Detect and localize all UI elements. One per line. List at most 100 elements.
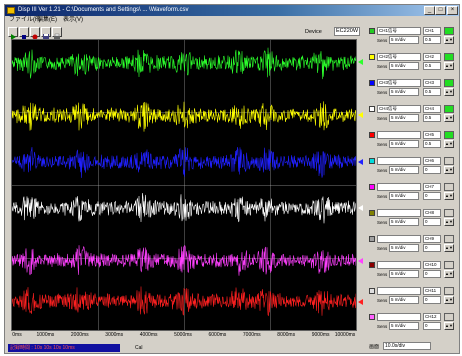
cal-status: Cal (135, 345, 143, 351)
record-icon (32, 34, 38, 40)
print-button[interactable] (52, 27, 62, 39)
channel-enable-indicator[interactable] (444, 105, 454, 113)
time-tick-label: 7000ms (242, 332, 261, 338)
channel-enable-indicator[interactable] (444, 313, 454, 321)
channel-color-swatch[interactable] (369, 54, 375, 60)
menu-view[interactable]: 表示(V) (63, 17, 83, 23)
channel-name-field[interactable] (377, 131, 421, 139)
sens-select[interactable]: 5 m/div (389, 322, 419, 330)
menu-file[interactable]: ファイル(F) (9, 17, 41, 23)
offset-field[interactable]: 0 (423, 296, 441, 304)
channel-name-field[interactable] (377, 261, 421, 269)
title-bar: Disp III Ver 1.21 - C:\Documents and Set… (5, 5, 459, 16)
channel-name-field[interactable] (377, 157, 421, 165)
channel-color-swatch[interactable] (369, 28, 375, 34)
offset-field[interactable]: 0.5 (423, 36, 441, 44)
offset-field[interactable]: 0 (423, 166, 441, 174)
offset-field[interactable]: 0 (423, 270, 441, 278)
channel-name-field[interactable]: CH3信号 (377, 79, 421, 87)
channel-color-swatch[interactable] (369, 106, 375, 112)
trace-position-marker[interactable] (358, 257, 363, 264)
offset-spinner[interactable]: ▲▼ (444, 140, 454, 148)
channel-enable-indicator[interactable] (444, 261, 454, 269)
offset-field[interactable]: 0 (423, 322, 441, 330)
close-button[interactable]: × (447, 6, 458, 15)
sens-select[interactable]: 5 m/div (389, 270, 419, 278)
offset-spinner[interactable]: ▲▼ (444, 270, 454, 278)
menu-bar: ファイル(F) 編集(E) 表示(V) (5, 16, 459, 25)
offset-field[interactable]: 0 (423, 218, 441, 226)
channel-name-field[interactable]: CH2信号 (377, 53, 421, 61)
offset-spinner[interactable]: ▲▼ (444, 166, 454, 174)
offset-spinner[interactable]: ▲▼ (444, 62, 454, 70)
sens-select[interactable]: 5 m/div (389, 192, 419, 200)
trace-position-marker[interactable] (358, 158, 363, 165)
channel-color-swatch[interactable] (369, 80, 375, 86)
offset-spinner[interactable]: ▲▼ (444, 192, 454, 200)
offset-spinner[interactable]: ▲▼ (444, 218, 454, 226)
channel-name-field[interactable] (377, 313, 421, 321)
play-button[interactable] (8, 27, 18, 40)
offset-field[interactable]: 0.5 (423, 140, 441, 148)
offset-spinner[interactable]: ▲▼ (444, 88, 454, 96)
offset-field[interactable]: 0 (423, 244, 441, 252)
trace-position-marker[interactable] (358, 111, 363, 118)
sens-select[interactable]: 5 m/div (389, 140, 419, 148)
offset-spinner[interactable]: ▲▼ (444, 36, 454, 44)
channel-enable-indicator[interactable] (444, 53, 454, 61)
offset-spinner[interactable]: ▲▼ (444, 244, 454, 252)
channel-color-swatch[interactable] (369, 314, 375, 320)
sens-label: Sens (377, 38, 388, 43)
minimize-button[interactable]: _ (424, 6, 435, 15)
offset-field[interactable]: 0 (423, 192, 441, 200)
offset-spinner[interactable]: ▲▼ (444, 296, 454, 304)
sens-label: Sens (377, 272, 388, 277)
sens-select[interactable]: 5 m/div (389, 166, 419, 174)
channel-enable-indicator[interactable] (444, 131, 454, 139)
sens-select[interactable]: 5 m/div (389, 244, 419, 252)
channel-color-swatch[interactable] (369, 210, 375, 216)
device-select[interactable]: EC220W (334, 27, 360, 36)
channel-enable-indicator[interactable] (444, 27, 454, 35)
trace-position-marker[interactable] (358, 298, 363, 305)
trace-position-marker[interactable] (358, 59, 363, 66)
channel-name-field[interactable]: CH1信号 (377, 27, 421, 35)
channel-enable-indicator[interactable] (444, 157, 454, 165)
sens-select[interactable]: 5 m/div (389, 88, 419, 96)
channel-color-swatch[interactable] (369, 184, 375, 190)
menu-edit[interactable]: 編集(E) (37, 17, 57, 23)
channel-name-field[interactable] (377, 209, 421, 217)
time-tick-label: 5000ms (174, 332, 192, 338)
channel-name-field[interactable]: CH4信号 (377, 105, 421, 113)
sens-select[interactable]: 5 m/div (389, 114, 419, 122)
channel-name-field[interactable] (377, 183, 421, 191)
offset-field[interactable]: 0.5 (423, 88, 441, 96)
offset-spinner[interactable]: ▲▼ (444, 114, 454, 122)
channel-color-swatch[interactable] (369, 158, 375, 164)
offset-field[interactable]: 0.5 (423, 114, 441, 122)
sens-select[interactable]: 5 m/div (389, 62, 419, 70)
channel-color-swatch[interactable] (369, 132, 375, 138)
channel-enable-indicator[interactable] (444, 209, 454, 217)
channel-color-swatch[interactable] (369, 236, 375, 242)
channel-enable-indicator[interactable] (444, 79, 454, 87)
sens-select[interactable]: 5 m/div (389, 296, 419, 304)
sens-select[interactable]: 5 m/div (389, 36, 419, 44)
channel-enable-indicator[interactable] (444, 183, 454, 191)
channel-name-field[interactable] (377, 235, 421, 243)
save-button[interactable] (41, 27, 51, 40)
trace-position-marker[interactable] (358, 205, 363, 212)
display-span-value[interactable]: 10.0s/div (383, 342, 431, 350)
channel-enable-indicator[interactable] (444, 235, 454, 243)
offset-field[interactable]: 0.5 (423, 62, 441, 70)
channel-color-swatch[interactable] (369, 262, 375, 268)
channel-color-swatch[interactable] (369, 288, 375, 294)
record-button[interactable] (30, 27, 40, 40)
channel-enable-indicator[interactable] (444, 287, 454, 295)
maximize-button[interactable]: □ (435, 6, 446, 15)
sens-select[interactable]: 5 m/div (389, 218, 419, 226)
channel-name-field[interactable] (377, 287, 421, 295)
waveform-plot[interactable] (11, 39, 357, 331)
offset-spinner[interactable]: ▲▼ (444, 322, 454, 330)
stop-button[interactable] (19, 27, 29, 39)
